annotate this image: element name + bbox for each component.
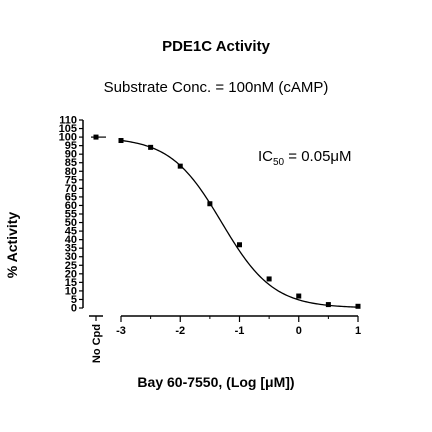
y-tick-label: 20 bbox=[65, 268, 77, 280]
x-axis-label: Bay 60-7550, (Log [μM]) bbox=[137, 374, 295, 390]
control-point bbox=[93, 134, 99, 140]
y-tick-label: 100 bbox=[59, 132, 77, 144]
data-point bbox=[266, 276, 272, 282]
data-point bbox=[325, 302, 331, 308]
y-tick-label: 15 bbox=[65, 277, 77, 289]
y-tick-label: 110 bbox=[59, 115, 77, 127]
x-tick-label: 1 bbox=[355, 325, 361, 337]
chart-title: PDE1C Activity bbox=[162, 38, 270, 55]
x-tick-label: 0 bbox=[296, 325, 302, 337]
x-tick-label-control: No Cpd bbox=[91, 324, 103, 363]
y-tick-label: 10 bbox=[65, 285, 77, 297]
data-point bbox=[296, 293, 302, 299]
data-point bbox=[118, 138, 124, 144]
data-point bbox=[177, 163, 183, 169]
y-tick-label: 85 bbox=[65, 157, 77, 169]
y-tick-label: 95 bbox=[65, 140, 77, 152]
y-tick-label: 50 bbox=[65, 217, 77, 229]
y-tick-label: 5 bbox=[71, 294, 77, 306]
ic50-prefix: IC bbox=[258, 148, 273, 165]
x-tick-label: -2 bbox=[175, 325, 185, 337]
y-tick-label: 70 bbox=[65, 183, 77, 195]
y-tick-label: 0 bbox=[71, 303, 77, 315]
y-tick-label: 55 bbox=[65, 209, 77, 221]
fit-curve bbox=[120, 139, 359, 308]
y-tick-label: 25 bbox=[65, 260, 77, 272]
data-point bbox=[207, 201, 213, 207]
y-tick-label: 105 bbox=[59, 123, 77, 135]
y-tick-label: 65 bbox=[65, 191, 77, 203]
y-tick-label: 35 bbox=[65, 243, 77, 255]
x-tick-label: -3 bbox=[116, 325, 126, 337]
data-point bbox=[237, 242, 242, 248]
ic50-annotation: IC50 = 0.05μM bbox=[258, 148, 352, 168]
ic50-subscript: 50 bbox=[273, 157, 285, 168]
y-tick-label: 40 bbox=[65, 234, 77, 246]
y-tick-label: 45 bbox=[65, 226, 77, 238]
chart-subtitle: Substrate Conc. = 100nM (cAMP) bbox=[103, 79, 329, 96]
y-tick-label: 80 bbox=[65, 166, 77, 178]
ic50-value: = 0.05μM bbox=[284, 148, 352, 165]
data-point bbox=[355, 303, 361, 309]
y-tick-label: 75 bbox=[65, 174, 77, 186]
y-tick-label: 90 bbox=[65, 149, 77, 161]
y-tick-label: 60 bbox=[65, 200, 77, 212]
y-tick-label: 30 bbox=[65, 251, 77, 263]
data-point bbox=[148, 144, 154, 150]
x-tick-label: -1 bbox=[235, 325, 245, 337]
